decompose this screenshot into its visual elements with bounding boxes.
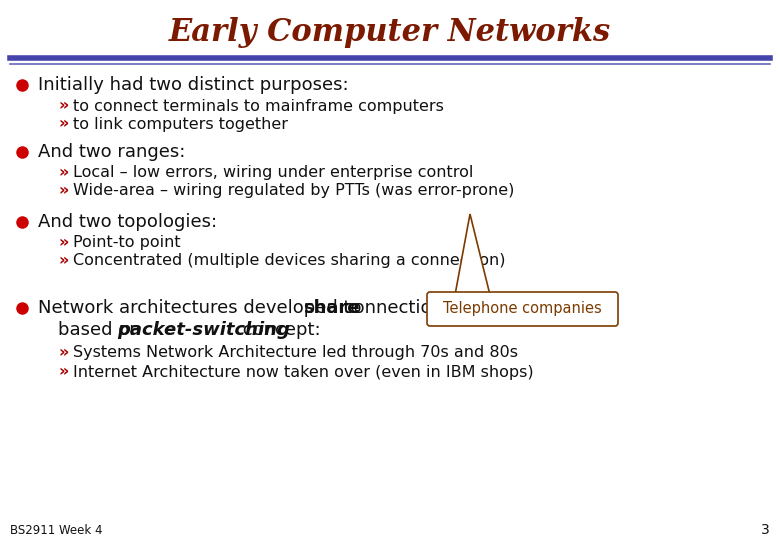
Text: Initially had two distinct purposes:: Initially had two distinct purposes: [38,76,349,94]
Text: Local – low errors, wiring under enterprise control: Local – low errors, wiring under enterpr… [73,165,473,180]
Polygon shape [455,214,490,295]
Text: »: » [58,253,69,268]
Text: And two ranges:: And two ranges: [38,143,186,161]
Text: based on: based on [58,321,147,339]
Text: concept:: concept: [237,321,321,339]
Text: »: » [58,184,69,199]
Text: Systems Network Architecture led through 70s and 80s: Systems Network Architecture led through… [73,346,518,361]
FancyBboxPatch shape [427,292,618,326]
Text: connections,: connections, [338,299,458,317]
Text: »: » [58,364,69,380]
Text: 3: 3 [761,523,770,537]
Text: »: » [58,165,69,180]
Text: to connect terminals to mainframe computers: to connect terminals to mainframe comput… [73,98,444,113]
Text: »: » [58,235,69,251]
Text: »: » [58,346,69,361]
Text: And two topologies:: And two topologies: [38,213,217,231]
Text: share: share [303,299,360,317]
Text: Early Computer Networks: Early Computer Networks [169,17,611,48]
Text: »: » [58,98,69,113]
Text: Wide-area – wiring regulated by PTTs (was error-prone): Wide-area – wiring regulated by PTTs (wa… [73,184,514,199]
Text: Telephone companies: Telephone companies [443,301,602,316]
Text: Concentrated (multiple devices sharing a connection): Concentrated (multiple devices sharing a… [73,253,505,268]
Text: »: » [58,117,69,132]
Text: to link computers together: to link computers together [73,117,288,132]
Text: packet-switching: packet-switching [117,321,290,339]
Text: BS2911 Week 4: BS2911 Week 4 [10,523,102,537]
Text: Network architectures developed to: Network architectures developed to [38,299,367,317]
Text: Point-to point: Point-to point [73,235,181,251]
Text: Internet Architecture now taken over (even in IBM shops): Internet Architecture now taken over (ev… [73,364,534,380]
